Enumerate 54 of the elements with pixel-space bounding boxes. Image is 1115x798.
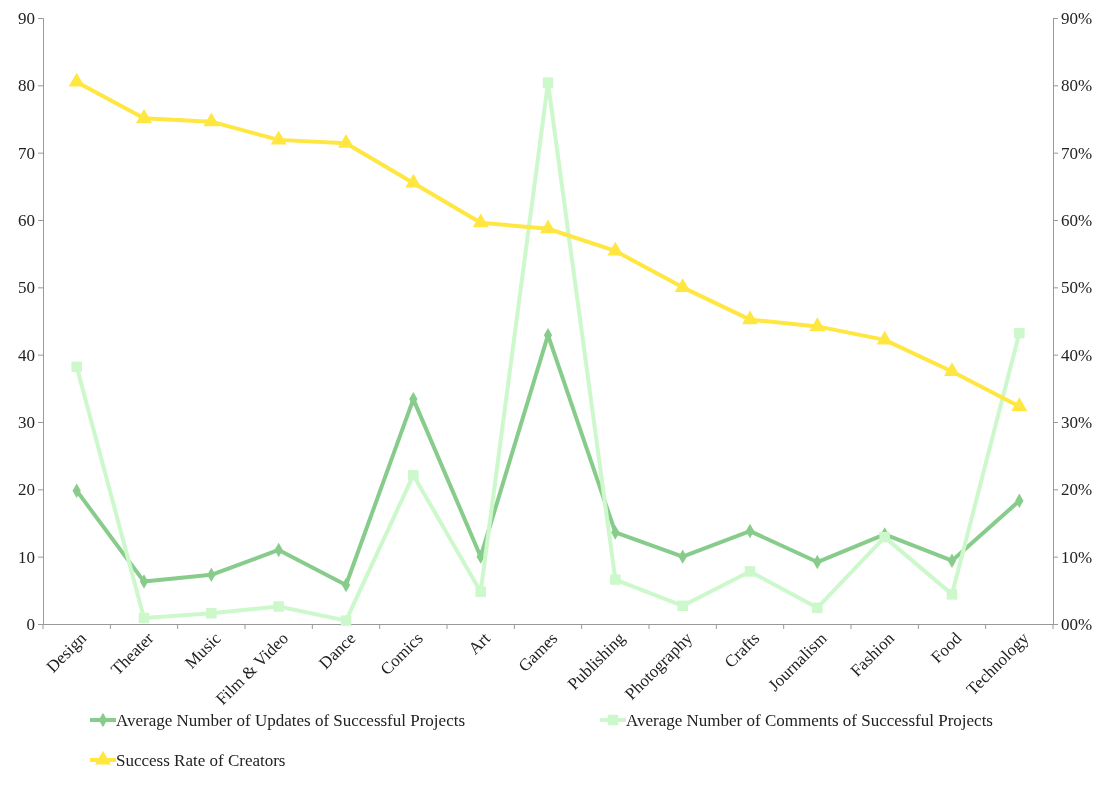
point xyxy=(879,531,890,543)
y-tick-label: 10 xyxy=(18,547,35,567)
point xyxy=(472,213,489,228)
point xyxy=(744,566,756,577)
y2-tick-label: 40% xyxy=(1061,345,1093,365)
point xyxy=(475,586,486,597)
point xyxy=(674,278,691,292)
point xyxy=(68,72,85,87)
point xyxy=(610,574,621,585)
point xyxy=(742,310,758,325)
point xyxy=(876,330,893,345)
point xyxy=(946,589,958,600)
y2-tick-label: 20% xyxy=(1061,480,1093,500)
legend-label: Average Number of Updates of Successful Projects xyxy=(116,710,466,730)
y-tick-label: 0 xyxy=(26,614,35,634)
y-tick-label: 50 xyxy=(18,278,35,298)
y-tick-label: 80 xyxy=(18,76,35,96)
y2-tick-label: 30% xyxy=(1061,412,1093,432)
point xyxy=(1011,397,1028,412)
point xyxy=(1014,327,1025,339)
point xyxy=(138,612,150,624)
y-tick-label: 30 xyxy=(18,412,35,432)
point xyxy=(540,219,556,234)
point xyxy=(809,317,826,331)
y2-tick-label: 10% xyxy=(1061,547,1093,567)
point xyxy=(542,77,554,88)
legend-label: Average Number of Comments of Successful Projects xyxy=(626,710,993,730)
point xyxy=(206,607,217,619)
y-tick-label: 90 xyxy=(18,8,35,28)
y2-tick-label: 70% xyxy=(1061,143,1093,163)
point xyxy=(812,602,823,614)
point xyxy=(136,109,152,123)
y2-tick-label: 60% xyxy=(1061,210,1093,230)
point xyxy=(203,112,220,127)
y-tick-label: 60 xyxy=(18,210,35,230)
point xyxy=(944,362,960,377)
y-tick-label: 40 xyxy=(18,345,35,365)
y2-tick-label: 80% xyxy=(1061,76,1093,96)
point xyxy=(408,469,419,481)
point xyxy=(677,600,688,612)
point xyxy=(607,241,624,256)
y2-tick-label: 50% xyxy=(1061,278,1093,298)
point xyxy=(340,615,352,626)
point xyxy=(405,173,422,188)
y-tick-label: 20 xyxy=(18,480,35,500)
point xyxy=(273,601,284,612)
y-tick-label: 70 xyxy=(18,143,35,163)
legend-label: Success Rate of Creators xyxy=(116,750,286,770)
point xyxy=(71,361,82,373)
y2-tick-label: 00% xyxy=(1061,614,1093,634)
point xyxy=(338,134,354,148)
point xyxy=(270,130,287,145)
x-tick-label: Art xyxy=(464,628,495,659)
y2-tick-label: 90% xyxy=(1061,8,1093,28)
